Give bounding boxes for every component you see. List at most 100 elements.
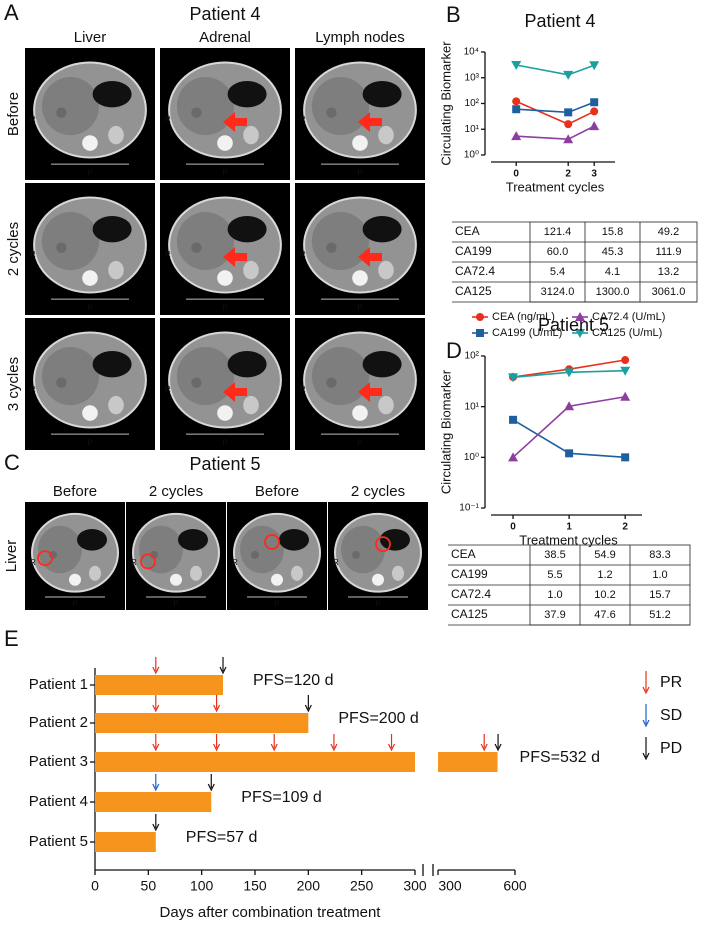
column-label: Liver [74,29,107,46]
table-cell: 1.2 [597,569,612,581]
data-point [512,105,521,114]
y-tick-label: 10⁰ [464,150,479,161]
data-point [512,97,521,106]
vertebra [217,405,233,421]
arrow-head [213,743,221,752]
arrow-head [494,743,502,752]
gas [279,529,309,551]
data-point [511,61,522,71]
legend-label: PR [660,674,682,691]
kidney [243,395,259,415]
arrow-head [152,743,160,752]
data-point [575,329,585,338]
column-label: Adrenal [199,29,251,46]
arrow-head [213,704,221,713]
vertebra [352,270,368,286]
table-cell: 15.7 [649,589,670,601]
scan-mark: R [165,250,171,259]
kidney [190,565,202,581]
scan-mark: R [165,385,171,394]
event-arrow [207,774,215,792]
row-label: Liver [3,540,20,573]
liver [341,525,385,574]
ct-scan: RP [160,318,290,450]
data-point [620,366,631,376]
arrow-head [387,743,396,752]
table-cell: 3061.0 [652,286,686,298]
event-arrow [270,734,278,752]
data-point [621,356,630,365]
gas [92,351,132,378]
event-arrow [152,734,160,752]
table-cell: 111.9 [656,246,682,258]
liver [41,77,100,136]
table-cell: 51.2 [649,609,670,621]
legend-label: PD [660,740,682,757]
gas [227,81,267,108]
lesion [56,107,67,118]
data-point [508,452,519,462]
ct-scan: RP [25,502,125,610]
data-point [590,98,599,107]
liver [41,347,100,406]
pfs-bar [438,752,498,772]
arrow-head [152,704,160,713]
gas [362,351,402,378]
vertebra [82,405,98,421]
scan-mark: R [131,558,137,567]
data-point [476,313,484,321]
red-arrow [223,382,247,403]
x-tick-label: 2 [622,522,628,533]
event-arrow [219,657,227,675]
legend-label: SD [660,707,682,724]
lesion [56,377,67,388]
vertebra [372,573,384,586]
table-row-label: CA199 [451,567,488,581]
vertebra [170,573,182,586]
lesion [326,242,337,253]
chart-title: Patient 4 [524,11,595,31]
pfs-label: PFS=200 d [338,710,419,727]
table-cell: 13.2 [658,266,679,278]
event-arrow [152,814,160,832]
gas [362,81,402,108]
ct-scan: RP [160,48,290,180]
pfs-bar [95,675,223,695]
table-cell: 10.2 [594,589,615,601]
scan-mark: P [375,600,380,609]
data-point [575,312,585,321]
lesion-circle [37,550,53,567]
lesion-circle [264,534,280,550]
category-label: Patient 1 [29,676,88,693]
liver [311,77,370,136]
lesion [326,107,337,118]
panel-title: Patient 4 [189,4,260,24]
data-point [621,453,630,462]
y-axis-label: Circulating Biomarker [438,41,453,166]
x-tick-label: 1 [566,522,572,533]
pfs-bar [95,713,309,733]
gas [178,529,208,551]
series-line [516,125,595,141]
kidney [243,125,259,145]
scan-mark: P [87,304,92,313]
table-row-label: CA199 [455,244,492,258]
red-arrow [358,247,382,268]
red-arrow [223,247,247,268]
event-arrow [152,695,160,713]
data-point [476,329,484,337]
data-point [564,120,573,129]
table-row-label: CEA [451,547,476,561]
table-row-label: CA125 [455,284,492,298]
vertebra [217,270,233,286]
data-point [508,373,519,383]
panel-letter: C [4,450,20,475]
x-tick-label: 2 [565,169,571,180]
category-label: Patient 4 [29,793,88,810]
pfs-label: PFS=120 d [253,672,334,689]
vertebra [352,405,368,421]
column-label: 2 cycles [149,483,203,500]
gas [362,216,402,243]
kidney [378,260,394,280]
